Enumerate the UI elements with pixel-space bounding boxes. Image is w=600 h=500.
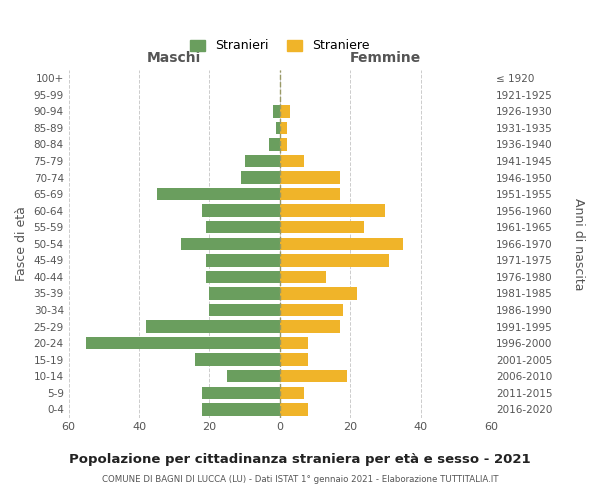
Bar: [202, 386, 280, 399]
Bar: [269, 138, 280, 150]
Bar: [146, 320, 280, 333]
Bar: [273, 105, 280, 118]
Bar: [280, 238, 403, 250]
Bar: [280, 188, 340, 200]
Bar: [280, 270, 326, 283]
Bar: [206, 270, 280, 283]
Bar: [280, 354, 308, 366]
Bar: [276, 122, 280, 134]
Text: COMUNE DI BAGNI DI LUCCA (LU) - Dati ISTAT 1° gennaio 2021 - Elaborazione TUTTIT: COMUNE DI BAGNI DI LUCCA (LU) - Dati IST…: [102, 476, 498, 484]
Bar: [209, 288, 280, 300]
Bar: [181, 238, 280, 250]
Bar: [280, 105, 290, 118]
Bar: [245, 155, 280, 167]
Bar: [280, 386, 304, 399]
Bar: [280, 304, 343, 316]
Legend: Stranieri, Straniere: Stranieri, Straniere: [185, 34, 374, 58]
Bar: [280, 288, 357, 300]
Bar: [157, 188, 280, 200]
Bar: [241, 172, 280, 184]
Bar: [280, 172, 340, 184]
Bar: [280, 204, 385, 217]
Y-axis label: Fasce di età: Fasce di età: [15, 206, 28, 281]
Bar: [280, 138, 287, 150]
Bar: [280, 221, 364, 234]
Bar: [206, 254, 280, 266]
Text: Maschi: Maschi: [147, 51, 202, 65]
Bar: [280, 403, 308, 415]
Y-axis label: Anni di nascita: Anni di nascita: [572, 198, 585, 290]
Bar: [280, 155, 304, 167]
Bar: [280, 122, 287, 134]
Bar: [86, 337, 280, 349]
Bar: [227, 370, 280, 382]
Bar: [280, 337, 308, 349]
Bar: [280, 320, 340, 333]
Text: Popolazione per cittadinanza straniera per età e sesso - 2021: Popolazione per cittadinanza straniera p…: [69, 452, 531, 466]
Text: Femmine: Femmine: [350, 51, 421, 65]
Bar: [209, 304, 280, 316]
Bar: [202, 403, 280, 415]
Bar: [206, 221, 280, 234]
Bar: [280, 254, 389, 266]
Bar: [196, 354, 280, 366]
Bar: [202, 204, 280, 217]
Bar: [280, 370, 347, 382]
